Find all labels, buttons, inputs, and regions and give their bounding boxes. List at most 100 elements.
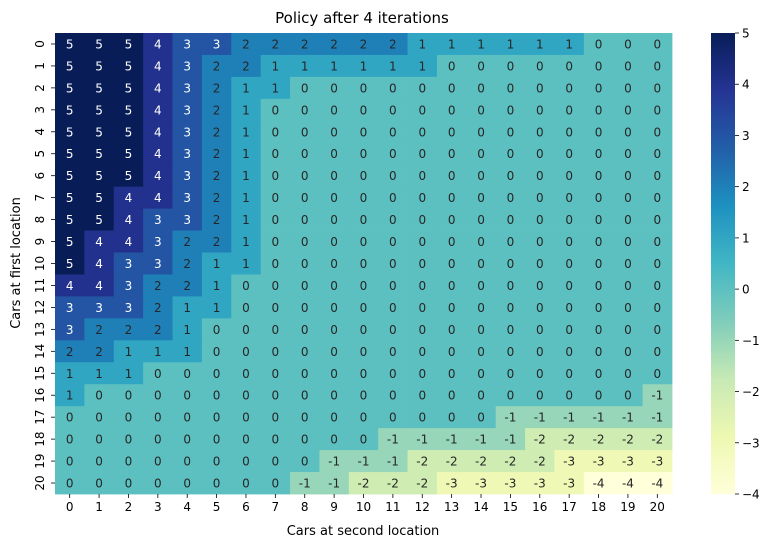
heatmap-cell (407, 274, 438, 297)
heatmap-cell (495, 274, 526, 297)
cell-value-label: 0 (389, 103, 397, 117)
heatmap-cell (378, 318, 408, 341)
heatmap-cell (436, 230, 467, 253)
cell-value-label: 0 (301, 433, 309, 447)
heatmap-cell (613, 274, 644, 297)
heatmap-cell (113, 54, 144, 78)
cell-value-label: 0 (418, 191, 426, 205)
cell-value-label: 5 (66, 37, 74, 51)
cell-value-label: 0 (477, 169, 485, 183)
heatmap-cell (495, 384, 526, 407)
cell-value-label: 0 (272, 169, 280, 183)
cell-value-label: 0 (242, 411, 250, 425)
cell-value-label: 0 (507, 147, 515, 161)
heatmap-cell (613, 472, 644, 495)
heatmap-cell (378, 54, 408, 78)
heatmap-cell (260, 76, 291, 100)
cell-value-label: 5 (95, 125, 103, 139)
cell-value-label: 0 (272, 411, 280, 425)
cell-value-label: 0 (301, 411, 309, 425)
heatmap-cell (407, 33, 438, 56)
cell-value-label: 0 (507, 257, 515, 271)
heatmap-cell (260, 318, 291, 341)
heatmap-cell (583, 186, 614, 210)
heatmap-cell (143, 428, 173, 451)
cell-value-label: 0 (242, 301, 250, 315)
cell-value-label: 0 (272, 367, 280, 381)
cell-value-label: 0 (536, 367, 544, 381)
x-tick-label: 0 (66, 500, 74, 514)
y-tick-label: 14 (33, 344, 47, 359)
cell-value-label: 0 (418, 125, 426, 139)
cell-value-label: 0 (448, 81, 456, 95)
cell-value-label: 0 (301, 345, 309, 359)
heatmap-cell (378, 98, 408, 122)
cell-value-label: 3 (154, 213, 162, 227)
cell-value-label: 0 (624, 235, 632, 249)
heatmap-cell (525, 120, 555, 144)
cell-value-label: 0 (477, 103, 485, 117)
heatmap-cell (55, 33, 85, 56)
heatmap-cell (466, 296, 497, 319)
cell-value-label: 0 (448, 323, 456, 337)
heatmap-cell (290, 472, 320, 495)
heatmap-cell (613, 406, 644, 429)
cell-value-label: 0 (154, 389, 162, 403)
cell-value-label: 0 (154, 455, 162, 469)
heatmap-cell (319, 318, 350, 341)
heatmap-cell (290, 384, 320, 407)
heatmap-cell (260, 164, 291, 188)
heatmap-cell (407, 230, 438, 253)
heatmap-cell (436, 186, 467, 210)
heatmap-cell (466, 450, 497, 473)
cell-value-label: 0 (448, 235, 456, 249)
heatmap-cell (642, 54, 673, 78)
heatmap-cell (436, 33, 467, 56)
heatmap-cell (143, 318, 173, 341)
heatmap-cell (113, 164, 144, 188)
cell-value-label: 3 (183, 169, 191, 183)
cell-value-label: 0 (95, 477, 103, 491)
heatmap-cell (55, 54, 85, 78)
cell-value-label: 5 (125, 125, 133, 139)
cell-value-label: 0 (507, 235, 515, 249)
heatmap-cell (172, 274, 203, 297)
cell-value-label: 0 (301, 301, 309, 315)
heatmap-cell (172, 54, 203, 78)
heatmap-cell (55, 230, 85, 253)
heatmap-cell (407, 406, 438, 429)
heatmap-cell (642, 98, 673, 122)
cell-value-label: 4 (154, 37, 162, 51)
cell-value-label: 0 (272, 235, 280, 249)
heatmap-cell (201, 208, 232, 231)
heatmap-cell (642, 230, 673, 253)
heatmap-cell (84, 274, 115, 297)
x-tick-label: 11 (385, 500, 400, 514)
heatmap-cell (466, 428, 497, 451)
cell-value-label: 0 (183, 367, 191, 381)
heatmap-cell (525, 406, 555, 429)
y-tick-label: 5 (33, 150, 47, 158)
heatmap-cell (319, 208, 350, 231)
cell-value-label: 0 (360, 81, 368, 95)
cell-value-label: 0 (536, 389, 544, 403)
y-tick-label: 17 (33, 410, 47, 425)
heatmap-cell (55, 120, 85, 144)
cell-value-label: 0 (272, 103, 280, 117)
heatmap-cell (201, 76, 232, 100)
heatmap-cell (495, 120, 526, 144)
cell-value-label: 0 (536, 169, 544, 183)
cell-value-label: 1 (507, 37, 515, 51)
heatmap-cell (348, 120, 379, 144)
heatmap-cell (436, 76, 467, 100)
cell-value-label: 0 (565, 103, 573, 117)
heatmap-cell (583, 120, 614, 144)
cell-value-label: 0 (448, 389, 456, 403)
cell-value-label: 0 (595, 81, 603, 95)
heatmap-cell (554, 33, 585, 56)
cell-value-label: 0 (330, 125, 338, 139)
cell-value-label: 0 (360, 433, 368, 447)
colorbar-tick-label: 2 (742, 180, 750, 194)
heatmap-cell (260, 362, 291, 385)
cell-value-label: 0 (653, 191, 661, 205)
